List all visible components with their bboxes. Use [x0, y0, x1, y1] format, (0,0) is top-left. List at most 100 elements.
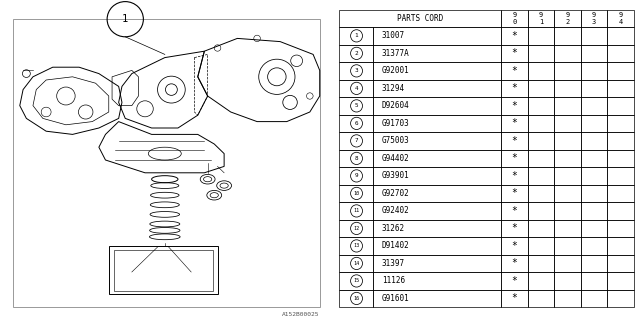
Bar	[527, 27, 554, 44]
Text: 31262: 31262	[382, 224, 405, 233]
Bar	[607, 220, 634, 237]
Bar	[527, 80, 554, 97]
Bar	[339, 97, 373, 115]
Text: G93901: G93901	[382, 172, 410, 180]
Bar	[607, 185, 634, 202]
Bar	[114, 250, 212, 291]
Bar	[527, 202, 554, 220]
Text: 10: 10	[353, 191, 360, 196]
Bar	[501, 132, 527, 150]
Bar	[607, 290, 634, 307]
Bar	[373, 44, 501, 62]
Text: G91703: G91703	[382, 119, 410, 128]
Bar	[554, 185, 580, 202]
Text: 14: 14	[353, 261, 360, 266]
Bar	[527, 10, 554, 27]
Text: *: *	[511, 31, 517, 41]
Bar	[339, 290, 373, 307]
Bar	[501, 220, 527, 237]
Bar	[580, 97, 607, 115]
Text: 12: 12	[353, 226, 360, 231]
Bar	[527, 44, 554, 62]
Bar	[527, 185, 554, 202]
Bar	[501, 272, 527, 290]
Bar	[501, 44, 527, 62]
Text: A152B00025: A152B00025	[282, 312, 320, 317]
Text: G75003: G75003	[382, 136, 410, 145]
Text: 4: 4	[355, 86, 358, 91]
Bar	[339, 150, 373, 167]
Text: 31294: 31294	[382, 84, 405, 93]
Bar	[554, 115, 580, 132]
Text: 31377A: 31377A	[382, 49, 410, 58]
Bar	[580, 80, 607, 97]
Text: G91601: G91601	[382, 294, 410, 303]
Bar	[373, 272, 501, 290]
Bar	[501, 80, 527, 97]
Bar	[527, 220, 554, 237]
Bar	[501, 237, 527, 255]
Bar	[339, 132, 373, 150]
Bar	[373, 185, 501, 202]
Bar	[527, 115, 554, 132]
Bar	[339, 237, 373, 255]
Text: 2: 2	[565, 19, 570, 25]
Bar	[339, 10, 501, 27]
Bar	[607, 62, 634, 80]
Bar	[607, 97, 634, 115]
Bar	[607, 272, 634, 290]
Bar	[580, 237, 607, 255]
Bar	[607, 27, 634, 44]
Bar	[527, 62, 554, 80]
Text: *: *	[511, 206, 517, 216]
Bar	[554, 132, 580, 150]
Text: 1: 1	[122, 14, 129, 24]
Text: *: *	[511, 84, 517, 93]
Bar	[339, 115, 373, 132]
Bar	[554, 272, 580, 290]
Text: 4: 4	[618, 19, 623, 25]
Bar	[580, 62, 607, 80]
Bar	[554, 237, 580, 255]
Bar	[527, 97, 554, 115]
Bar	[554, 202, 580, 220]
Bar	[554, 97, 580, 115]
Bar	[554, 220, 580, 237]
Text: G92702: G92702	[382, 189, 410, 198]
Text: 3: 3	[592, 19, 596, 25]
Bar	[373, 27, 501, 44]
Bar	[554, 167, 580, 185]
Text: 1: 1	[539, 19, 543, 25]
Text: 7: 7	[355, 138, 358, 143]
Bar	[501, 115, 527, 132]
Text: 1: 1	[355, 33, 358, 38]
Text: G94402: G94402	[382, 154, 410, 163]
Bar	[554, 27, 580, 44]
Text: *: *	[511, 241, 517, 251]
Text: D92604: D92604	[382, 101, 410, 110]
Text: 16: 16	[353, 296, 360, 301]
Text: G92402: G92402	[382, 206, 410, 215]
Bar	[373, 150, 501, 167]
Bar	[580, 255, 607, 272]
Text: 11: 11	[353, 208, 360, 213]
Bar	[607, 44, 634, 62]
Bar	[373, 255, 501, 272]
Bar	[373, 167, 501, 185]
Bar	[339, 185, 373, 202]
Bar	[501, 202, 527, 220]
Bar	[339, 255, 373, 272]
Bar	[580, 150, 607, 167]
Text: *: *	[511, 153, 517, 164]
Bar	[373, 80, 501, 97]
Bar	[580, 115, 607, 132]
Bar	[580, 10, 607, 27]
Text: G92001: G92001	[382, 66, 410, 76]
Bar	[607, 10, 634, 27]
Text: D91402: D91402	[382, 241, 410, 251]
Text: 6: 6	[355, 121, 358, 126]
Bar	[607, 132, 634, 150]
Bar	[501, 150, 527, 167]
Text: *: *	[511, 259, 517, 268]
Bar	[607, 202, 634, 220]
